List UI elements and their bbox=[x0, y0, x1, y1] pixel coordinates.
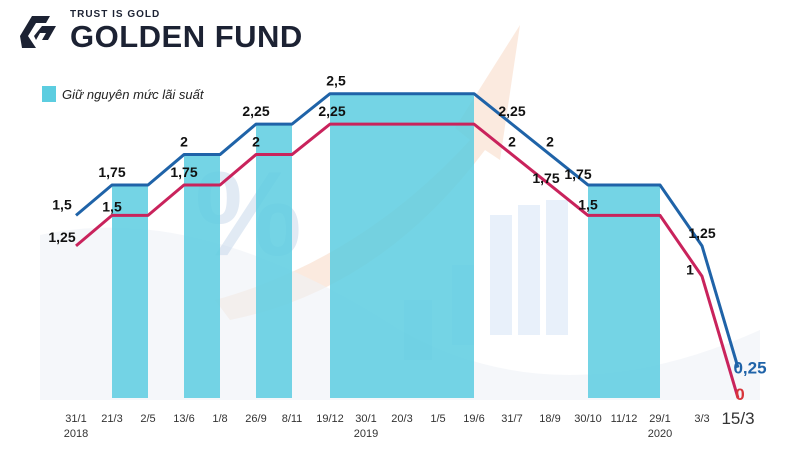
series-1-label-0: 1,25 bbox=[48, 229, 75, 245]
x-tick-3: 13/6 bbox=[173, 413, 194, 425]
series-1-label-14: 1,5 bbox=[578, 196, 598, 212]
x-year-0: 2018 bbox=[64, 428, 88, 440]
x-tick-7: 19/12 bbox=[316, 413, 344, 425]
x-tick-9: 20/3 bbox=[391, 413, 412, 425]
x-tick-13: 18/9 bbox=[539, 413, 560, 425]
series-0-label-13: 2 bbox=[546, 134, 554, 150]
x-tick-10: 1/5 bbox=[430, 413, 445, 425]
series-0-label-14: 1,75 bbox=[564, 166, 591, 182]
series-1-label-13: 1,75 bbox=[532, 170, 559, 186]
brand-name: GOLDEN FUND bbox=[70, 18, 303, 54]
x-tick-6: 8/11 bbox=[282, 413, 303, 425]
x-tick-12: 31/7 bbox=[501, 413, 522, 425]
hold-bar-2 bbox=[256, 124, 292, 398]
series-0-label-3: 2 bbox=[180, 134, 188, 150]
series-1-label-17: 1 bbox=[686, 261, 694, 277]
x-tick-14: 30/10 bbox=[574, 413, 602, 425]
bg-bar-0 bbox=[490, 215, 512, 335]
hold-bar-1 bbox=[184, 154, 220, 398]
x-tick-11: 19/6 bbox=[463, 413, 484, 425]
series-0-label-18: 0,25 bbox=[733, 359, 766, 378]
series-1-label-18: 0 bbox=[735, 385, 744, 404]
rate-lines bbox=[75, 92, 740, 399]
bg-bar-1 bbox=[518, 205, 540, 335]
x-year-2: 2020 bbox=[648, 428, 672, 440]
x-tick-16: 29/1 bbox=[649, 413, 670, 425]
series-1-label-5: 2 bbox=[252, 134, 260, 150]
series-0-label-1: 1,75 bbox=[98, 164, 125, 180]
series-0-label-7: 2,5 bbox=[326, 73, 346, 89]
data-labels: 1,5 1,75 2 2,25 2,5 2,25 2 1,75 1,25 0,25 1,25 1,5 1… bbox=[48, 73, 766, 404]
x-axis-ticks: 31/1 21/3 2/5 13/6 1/8 26/9 8/11 19/12 30/1 20/3 1… bbox=[64, 409, 755, 440]
x-tick-4: 1/8 bbox=[212, 413, 227, 425]
hold-bar-3 bbox=[330, 93, 474, 399]
series-0-label-5: 2,25 bbox=[242, 103, 269, 119]
legend-swatch-hold bbox=[42, 86, 56, 102]
x-tick-5: 26/9 bbox=[245, 413, 266, 425]
hold-period-bars bbox=[112, 93, 660, 399]
x-tick-17: 3/3 bbox=[694, 413, 709, 425]
x-year-1: 2019 bbox=[354, 428, 378, 440]
series-0-label-12: 2,25 bbox=[498, 103, 525, 119]
x-tick-18: 15/3 bbox=[721, 409, 754, 428]
series-1-label-12: 2 bbox=[508, 134, 516, 150]
series-0-label-0: 1,5 bbox=[52, 196, 72, 212]
series-1-label-1: 1,5 bbox=[102, 198, 122, 214]
x-tick-15: 11/12 bbox=[611, 413, 638, 425]
hold-bar-0 bbox=[112, 184, 148, 398]
brand-tagline: TRUST IS GOLD bbox=[70, 8, 161, 20]
x-tick-8: 30/1 bbox=[355, 413, 376, 425]
hold-bar-4 bbox=[588, 184, 660, 398]
golden-fund-logo-icon bbox=[20, 16, 56, 48]
series-1-label-3: 1,75 bbox=[170, 164, 197, 180]
legend-label-hold: Giữ nguyên mức lãi suất bbox=[62, 86, 204, 102]
x-tick-1: 21/3 bbox=[101, 413, 122, 425]
x-tick-2: 2/5 bbox=[140, 413, 155, 425]
series-1-label-7: 2,25 bbox=[318, 103, 345, 119]
series-0-label-17: 1,25 bbox=[688, 225, 715, 241]
x-tick-0: 31/1 bbox=[65, 413, 86, 425]
logo: TRUST IS GOLD GOLDEN FUND bbox=[12, 6, 303, 56]
bg-bar-2 bbox=[546, 200, 568, 335]
chart-legend: Giữ nguyên mức lãi suất bbox=[42, 86, 203, 102]
